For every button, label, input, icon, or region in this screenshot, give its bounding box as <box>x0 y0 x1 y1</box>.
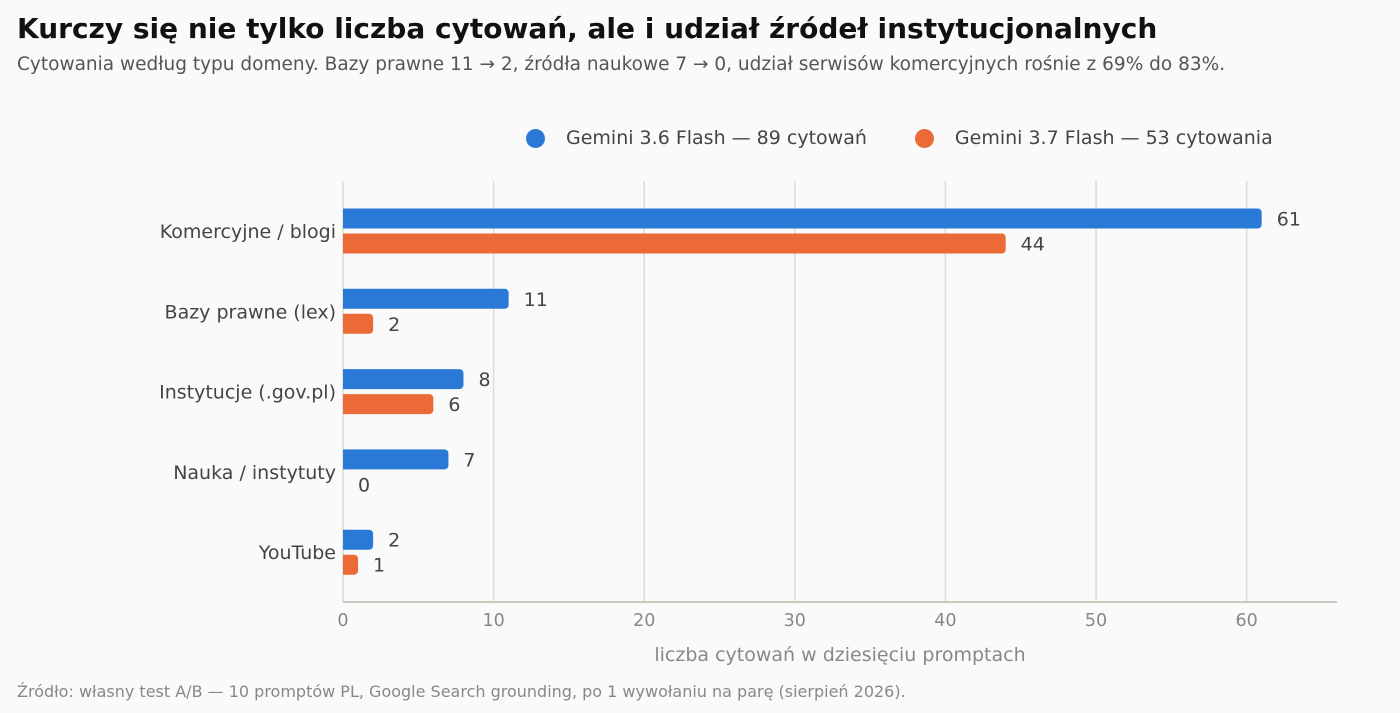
bar-series-2-2 <box>343 313 374 334</box>
bars <box>343 208 1262 575</box>
bar-series-1-4-base <box>343 449 347 470</box>
category-label-1: Komercyjne / blogi <box>160 221 336 243</box>
value-label-series-2-4: 0 <box>358 474 370 496</box>
x-axis-title: liczba cytowań w dziesięciu promptach <box>654 644 1025 666</box>
bar-series-2-1 <box>343 233 1006 254</box>
value-label-series-1-3: 8 <box>478 369 490 391</box>
x-tick-label-10: 10 <box>482 611 504 631</box>
legend-item-series-1: Gemini 3.6 Flash — 89 cytowań <box>526 127 867 149</box>
legend-marker-series-1 <box>526 128 545 148</box>
x-tick-label-30: 30 <box>784 611 806 631</box>
legend-label-series-1: Gemini 3.6 Flash — 89 cytowań <box>566 127 867 149</box>
value-label-series-1-2: 11 <box>524 289 548 311</box>
bar-series-2-1-base <box>343 233 347 254</box>
legend: Gemini 3.6 Flash — 89 cytowań Gemini 3.7… <box>526 127 1273 149</box>
value-label-series-2-2: 2 <box>388 314 400 336</box>
source-note: Źródło: własny test A/B — 10 promptów PL… <box>17 682 906 701</box>
bar-series-1-5-base <box>343 529 347 550</box>
bar-series-2-2-base <box>343 313 347 334</box>
chart-title: Kurczy się nie tylko liczba cytowań, ale… <box>17 12 1158 45</box>
x-tick-label-60: 60 <box>1235 611 1257 631</box>
value-label-series-2-1: 44 <box>1021 234 1045 256</box>
chart-subtitle: Cytowania według typu domeny. Bazy prawn… <box>17 54 1226 75</box>
x-tick-label-0: 0 <box>337 611 348 631</box>
value-label-series-1-4: 7 <box>463 449 475 471</box>
bar-series-1-3-base <box>343 369 347 390</box>
bar-series-1-2-base <box>343 288 347 309</box>
x-tick-label-40: 40 <box>934 611 956 631</box>
bar-series-2-3-base <box>343 394 347 415</box>
value-label-series-1-1: 61 <box>1277 209 1301 231</box>
bar-series-2-5-base <box>343 554 347 575</box>
x-tick-label-50: 50 <box>1085 611 1107 631</box>
bar-series-1-4 <box>343 449 449 470</box>
category-label-3: Instytucje (.gov.pl) <box>159 382 336 404</box>
legend-marker-series-2 <box>914 128 934 148</box>
legend-item-series-2: Gemini 3.7 Flash — 53 cytowania <box>914 127 1273 149</box>
value-label-series-1-5: 2 <box>388 530 400 552</box>
bar-series-1-3 <box>343 369 464 390</box>
value-label-series-2-5: 1 <box>373 555 385 577</box>
category-label-5: YouTube <box>258 542 336 564</box>
bar-series-1-1 <box>343 208 1262 229</box>
bar-series-1-1-base <box>343 208 347 229</box>
bar-series-1-2 <box>343 288 509 309</box>
x-tick-label-20: 20 <box>633 611 655 631</box>
category-label-4: Nauka / instytuty <box>173 462 336 484</box>
bar-series-2-3 <box>343 394 434 415</box>
bar-series-1-5 <box>343 529 374 550</box>
category-label-2: Bazy prawne (lex) <box>165 301 336 323</box>
legend-label-series-2: Gemini 3.7 Flash — 53 cytowania <box>954 127 1273 149</box>
value-label-series-2-3: 6 <box>448 394 460 416</box>
